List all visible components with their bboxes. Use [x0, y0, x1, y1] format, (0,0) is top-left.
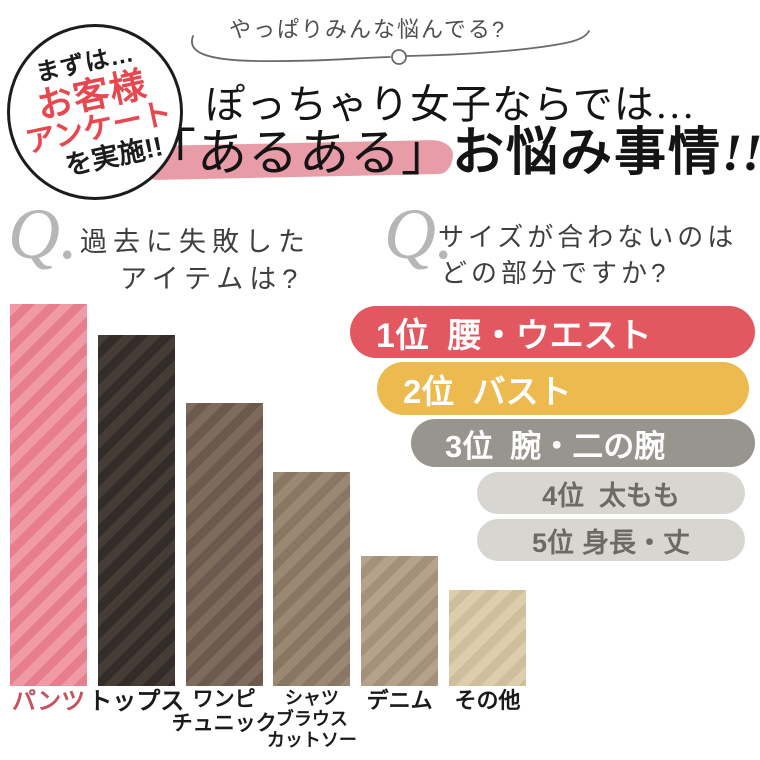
rank-label: 太もも — [598, 480, 680, 511]
bar-3 — [185, 403, 263, 686]
bar-2 — [97, 335, 175, 686]
rank-number: 5位 — [531, 527, 574, 558]
rank-number: 1位 — [376, 316, 429, 355]
bar-5 — [361, 556, 439, 686]
bar-label-1: パンツ — [11, 688, 86, 715]
question-left-line-1: 過去に失敗した — [80, 227, 311, 257]
ranking-item-5: 5位 身長・丈 — [477, 519, 745, 561]
rank-number: 4位 — [542, 480, 585, 511]
customer-survey-badge: まずは… お客様 アンケート を実施!! — [7, 24, 183, 200]
bar-1 — [10, 304, 87, 686]
bar-label-4: シャツ ブラウス カットソー — [266, 688, 357, 750]
question-right-line-1: サイズが合わないのは — [438, 222, 738, 252]
bar-6 — [449, 590, 526, 686]
title-highlight-wrap: 「あるある」 — [137, 113, 454, 185]
rank-number: 3位 — [445, 428, 494, 464]
underline-curve — [191, 30, 590, 65]
rank-number: 2位 — [403, 372, 455, 410]
title-rest-text: お悩み事情 — [452, 125, 723, 182]
badge-text-group: まずは… お客様 アンケート を実施!! — [10, 37, 181, 187]
ranking-item-4: 4位 太もも — [477, 472, 745, 514]
bar-label-2: トップス — [88, 688, 185, 715]
question-left-line-2: アイテムは? — [120, 264, 304, 294]
rank-label: 腰・ウエスト — [447, 316, 652, 355]
ranking-item-3: 3位 腕・二の腕 — [411, 419, 755, 467]
rank-label: バスト — [472, 372, 572, 410]
bar-label-6: その他 — [454, 688, 521, 713]
bar-label-3: ワンピ チュニック — [171, 688, 277, 736]
rank-label: 腕・二の腕 — [510, 428, 666, 464]
title-line-2: 「あるある」 お悩み事情!! — [137, 110, 760, 185]
title-line-1: ぽっちゃり女子ならでは… — [205, 82, 696, 127]
title-exclamation: !! — [722, 125, 760, 182]
title-highlight-text: 「あるある」 — [146, 124, 452, 182]
ranking-item-1: 1位 腰・ウエスト — [350, 306, 755, 358]
q-letter-left: Q. — [8, 194, 78, 274]
curve-loop-circle — [391, 49, 407, 65]
ranking-item-2: 2位 バスト — [377, 362, 749, 415]
rank-label: 身長・丈 — [582, 527, 691, 558]
question-right-line-2: どの部分ですか? — [441, 258, 670, 288]
bar-label-5: デニム — [366, 688, 433, 713]
bar-4 — [273, 472, 351, 686]
q-letter-right: Q. — [384, 194, 454, 274]
handwritten-note: やっぱりみんな悩んでる? — [229, 17, 507, 42]
